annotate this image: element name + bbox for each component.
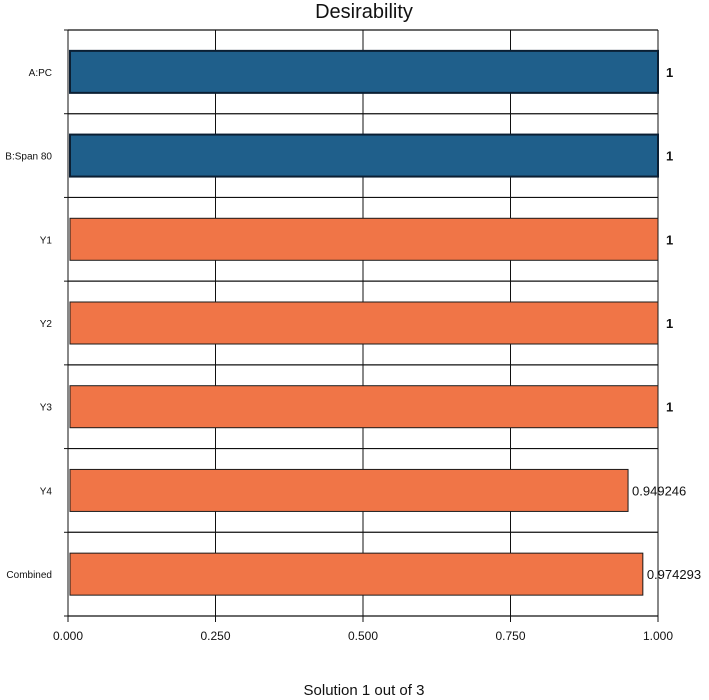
category-label: A:PC: [29, 68, 52, 79]
value-label: 1: [666, 232, 673, 247]
bar: [69, 385, 659, 429]
bar: [69, 552, 644, 596]
category-label: Combined: [6, 570, 52, 581]
value-label: 0.974293: [647, 567, 701, 582]
bar-layer: 1 1 1 1 1 0.949246 0.974293: [69, 49, 701, 596]
bar: [69, 133, 659, 178]
x-tick-label: 0.250: [200, 629, 230, 643]
value-label: 1: [666, 65, 673, 80]
value-label: 1: [666, 149, 673, 164]
bar: [69, 468, 629, 512]
category-label: Y2: [40, 319, 53, 330]
category-label: Y1: [40, 235, 53, 246]
axis-layer: A:PC B:Span 80 Y1 Y2 Y3 Y4 Combined 0.000 0.250 0…: [5, 29, 673, 643]
category-label: B:Span 80: [5, 152, 52, 163]
x-tick-label: 0.750: [495, 629, 525, 643]
bar: [69, 49, 659, 94]
bar: [69, 301, 659, 345]
category-label: Y3: [40, 403, 53, 414]
x-tick-label: 0.500: [348, 629, 378, 643]
chart-title: Desirability: [315, 1, 413, 23]
category-label: Y4: [40, 486, 53, 497]
value-label: 1: [666, 316, 673, 331]
value-label: 1: [666, 400, 673, 415]
x-tick-label: 1.000: [643, 629, 673, 643]
bar: [69, 217, 659, 261]
x-tick-label: 0.000: [53, 629, 83, 643]
chart-footer: Solution 1 out of 3: [304, 682, 425, 699]
value-label: 0.949246: [632, 483, 686, 498]
